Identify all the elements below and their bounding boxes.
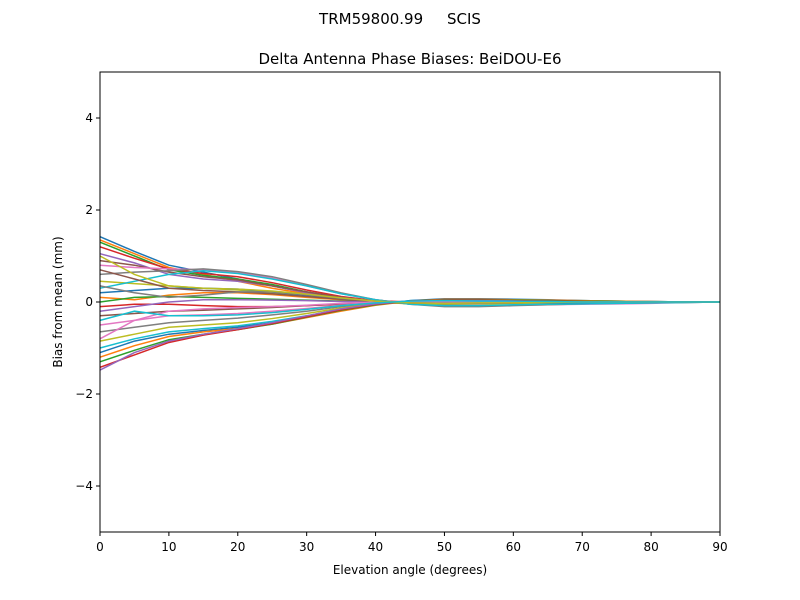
- y-axis-ticks: −4 −2 0 2 4: [75, 111, 100, 493]
- y-tick-label: 4: [85, 111, 93, 125]
- x-tick-label: 40: [368, 540, 383, 554]
- series-line: [99, 298, 720, 349]
- x-tick-label: 80: [643, 540, 658, 554]
- x-tick-label: 90: [712, 540, 727, 554]
- x-tick-label: 60: [506, 540, 521, 554]
- x-tick-label: 0: [96, 540, 104, 554]
- x-tick-label: 10: [161, 540, 176, 554]
- x-tick-label: 30: [299, 540, 314, 554]
- y-axis-label: Bias from mean (mm): [51, 236, 65, 367]
- y-tick-label: 0: [85, 295, 93, 309]
- x-tick-label: 20: [230, 540, 245, 554]
- x-tick-label: 70: [575, 540, 590, 554]
- series-line: [99, 298, 720, 358]
- suptitle: TRM59800.99 SCIS: [318, 10, 481, 28]
- x-axis-ticks: 0 10 20 30 40 50 60 70 80 90: [96, 532, 728, 554]
- series-line: [99, 269, 721, 307]
- y-tick-label: 2: [85, 203, 93, 217]
- chart-title: Delta Antenna Phase Biases: BeiDOU-E6: [259, 50, 562, 68]
- series-lines: [99, 235, 721, 371]
- y-tick-label: −2: [75, 387, 93, 401]
- x-tick-label: 50: [437, 540, 452, 554]
- y-tick-label: −4: [75, 479, 93, 493]
- x-axis-label: Elevation angle (degrees): [333, 563, 487, 577]
- series-line: [99, 299, 720, 322]
